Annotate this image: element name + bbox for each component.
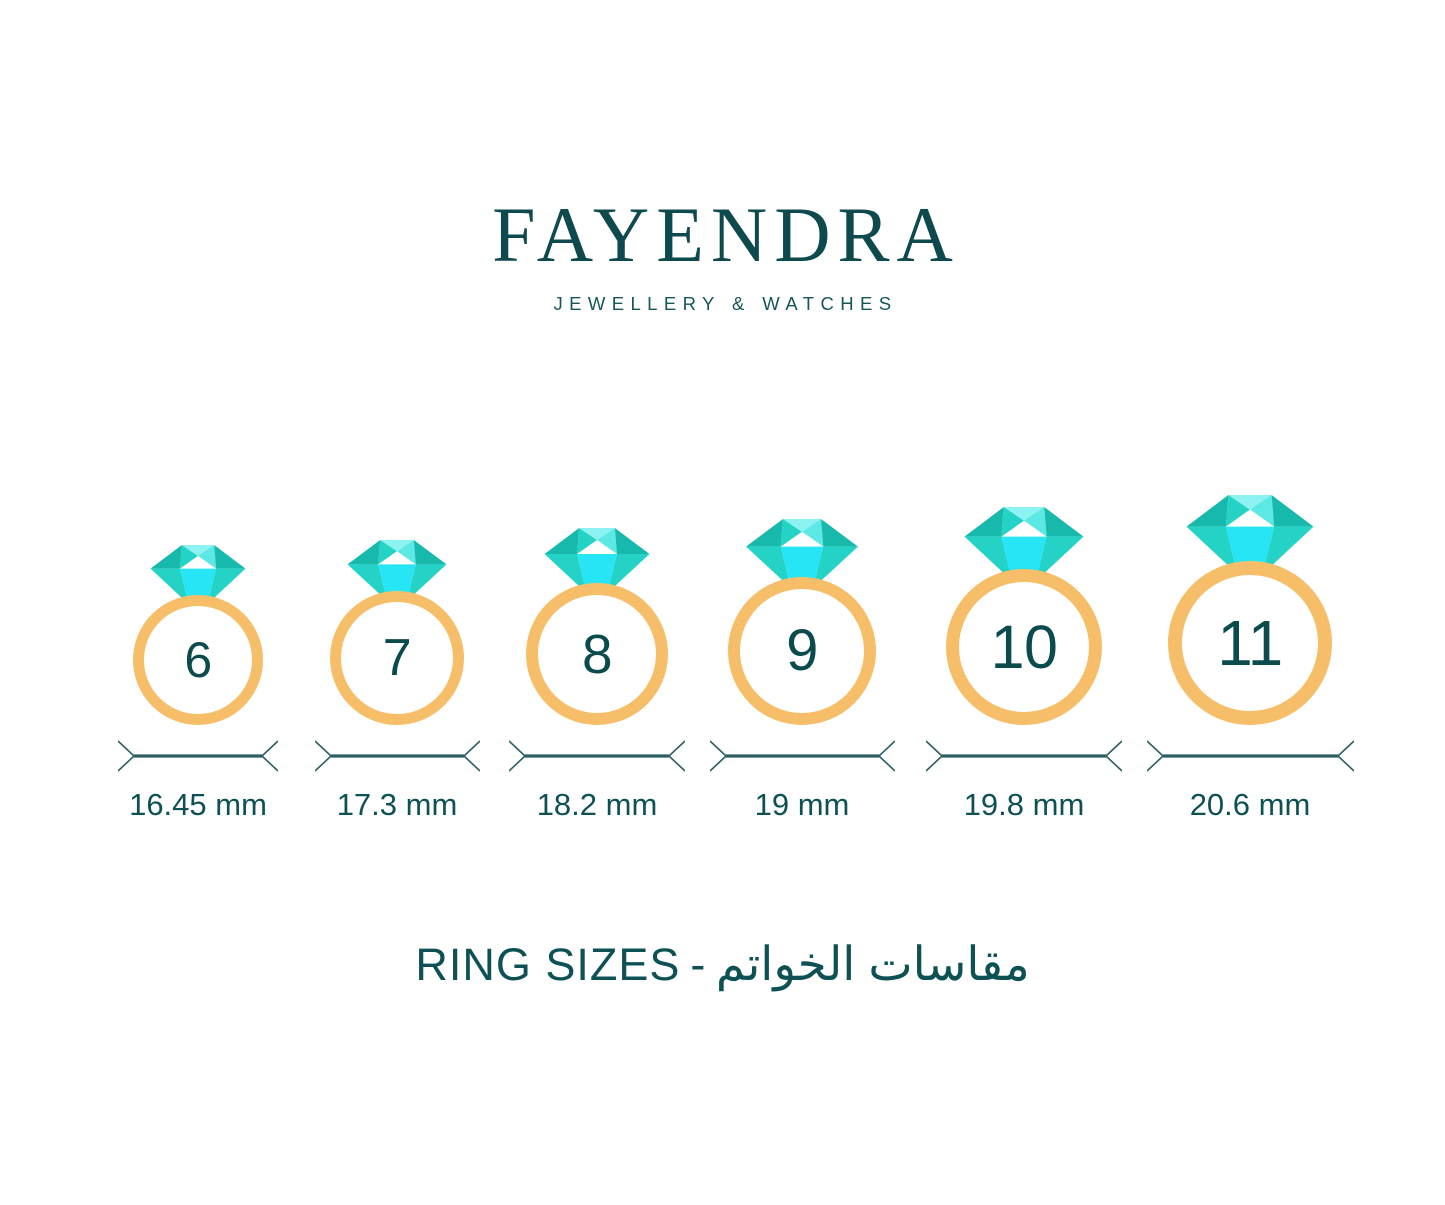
ring-size-number: 8 xyxy=(581,622,613,685)
ring-band: 10 xyxy=(946,569,1102,725)
ring-size-number: 7 xyxy=(382,629,412,687)
ring-size-number: 10 xyxy=(990,612,1058,681)
ring-band: 9 xyxy=(728,577,876,725)
dimension-arrow-icon xyxy=(709,740,895,772)
ring-diameter-label: 16.45 mm xyxy=(129,787,267,822)
ring-illustration: 10 xyxy=(894,507,1154,725)
dimension-arrow-icon xyxy=(1146,740,1354,772)
ring-band: 11 xyxy=(1168,561,1332,725)
ring-size-item[interactable]: 10 19.8 mm xyxy=(894,507,1154,820)
page-title-arabic: مقاسات الخواتم xyxy=(715,937,1030,990)
ring-illustration: 11 xyxy=(1120,495,1380,725)
page-title: RING SIZES - مقاسات الخواتم xyxy=(0,935,1445,994)
ring-size-item[interactable]: 7 17.3 mm xyxy=(267,540,527,820)
dimension-arrow-icon xyxy=(926,740,1122,772)
ring-size-chart: 6 16.45 mm 7 17.3 mm 8 18.2 mm 9 19 mm 10 19.8 mm… xyxy=(0,440,1445,820)
ring-diameter-label: 17.3 mm xyxy=(336,787,458,822)
ring-size-item[interactable]: 8 18.2 mm xyxy=(467,528,727,820)
ring-diameter-label: 18.2 mm xyxy=(536,787,658,822)
ring-size-number: 11 xyxy=(1217,607,1283,679)
dimension-arrow-icon xyxy=(314,740,480,772)
ring-size-item[interactable]: 11 20.6 mm xyxy=(1120,495,1380,820)
brand-logo: FAYENDRA JEWELLERY & WATCHES xyxy=(0,196,1445,315)
ring-band: 7 xyxy=(330,591,464,725)
ring-illustration: 9 xyxy=(672,519,932,725)
ring-diameter-label: 19 mm xyxy=(754,787,850,822)
ring-band: 8 xyxy=(526,583,668,725)
page-title-english: RING SIZES xyxy=(415,939,681,990)
ring-size-item[interactable]: 6 16.45 mm xyxy=(68,545,328,820)
brand-wordmark: FAYENDRA xyxy=(492,191,960,278)
ring-illustration: 6 xyxy=(68,545,328,725)
ring-band: 6 xyxy=(133,595,263,725)
ring-illustration: 7 xyxy=(267,540,527,725)
ring-size-item[interactable]: 9 19 mm xyxy=(672,519,932,820)
ring-diameter-label: 19.8 mm xyxy=(963,787,1085,822)
ring-diameter-label: 20.6 mm xyxy=(1189,787,1311,822)
ring-illustration: 8 xyxy=(467,528,727,725)
dimension-arrow-icon xyxy=(509,740,685,772)
page-title-separator: - xyxy=(690,939,706,990)
ring-size-number: 9 xyxy=(786,618,818,683)
ring-size-number: 6 xyxy=(184,632,212,688)
brand-tagline: JEWELLERY & WATCHES xyxy=(553,293,898,314)
dimension-arrow-icon xyxy=(118,740,278,772)
diamond-gem-icon xyxy=(544,528,650,593)
